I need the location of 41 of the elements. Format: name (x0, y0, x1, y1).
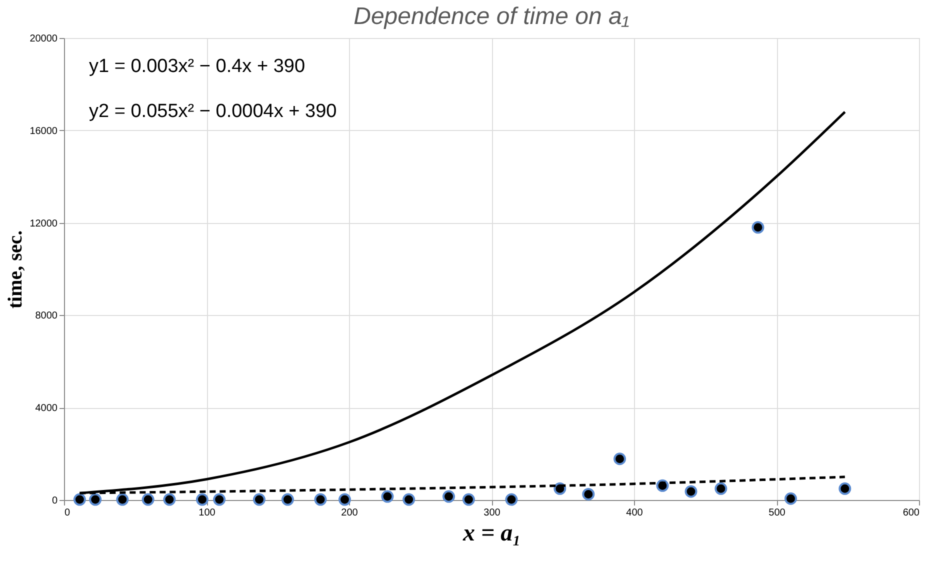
point (89, 493, 102, 506)
point (213, 493, 226, 506)
point (73, 493, 86, 506)
point (314, 493, 327, 506)
point (462, 493, 475, 506)
point (163, 493, 176, 506)
y-tick-label: 20000 (30, 34, 58, 44)
point (142, 493, 154, 506)
point (614, 452, 626, 466)
point (752, 221, 764, 234)
y-tick-label: 4000 (35, 403, 58, 414)
point (784, 492, 797, 505)
point (381, 490, 394, 503)
point (684, 485, 698, 498)
annotation: y2 = 0.055x² − 0.0004x + 390 (89, 101, 337, 122)
x-tick-label: 0 (64, 508, 70, 518)
x-tick-label: 300 (484, 508, 501, 518)
point (505, 493, 518, 506)
chart-title: Dependence of time on a₁ (354, 3, 630, 30)
y-tick-label: 0 (52, 496, 58, 506)
x-tick-label: 200 (341, 508, 358, 518)
y-tick-label: 12000 (30, 218, 58, 230)
point (838, 482, 852, 495)
annotation: y1 = 0.003x² − 0.4x + 390 (89, 56, 306, 77)
x-tick-label: 400 (626, 508, 644, 518)
point (442, 490, 455, 503)
y-tick-label: 8000 (35, 310, 58, 322)
x-tick-label: 600 (902, 508, 920, 518)
point (281, 493, 294, 506)
point (582, 488, 595, 500)
point (714, 482, 728, 495)
y-tick-label: 16000 (30, 126, 58, 137)
x-tick-label: 500 (768, 508, 786, 518)
x-axis-title: x = a₁ (462, 520, 522, 546)
point (402, 493, 416, 506)
y-axis-title: time, sec. (4, 230, 27, 309)
point (252, 493, 266, 506)
point (338, 493, 351, 506)
point (196, 493, 208, 506)
x-tick-label: 100 (198, 508, 216, 518)
point (116, 493, 129, 506)
